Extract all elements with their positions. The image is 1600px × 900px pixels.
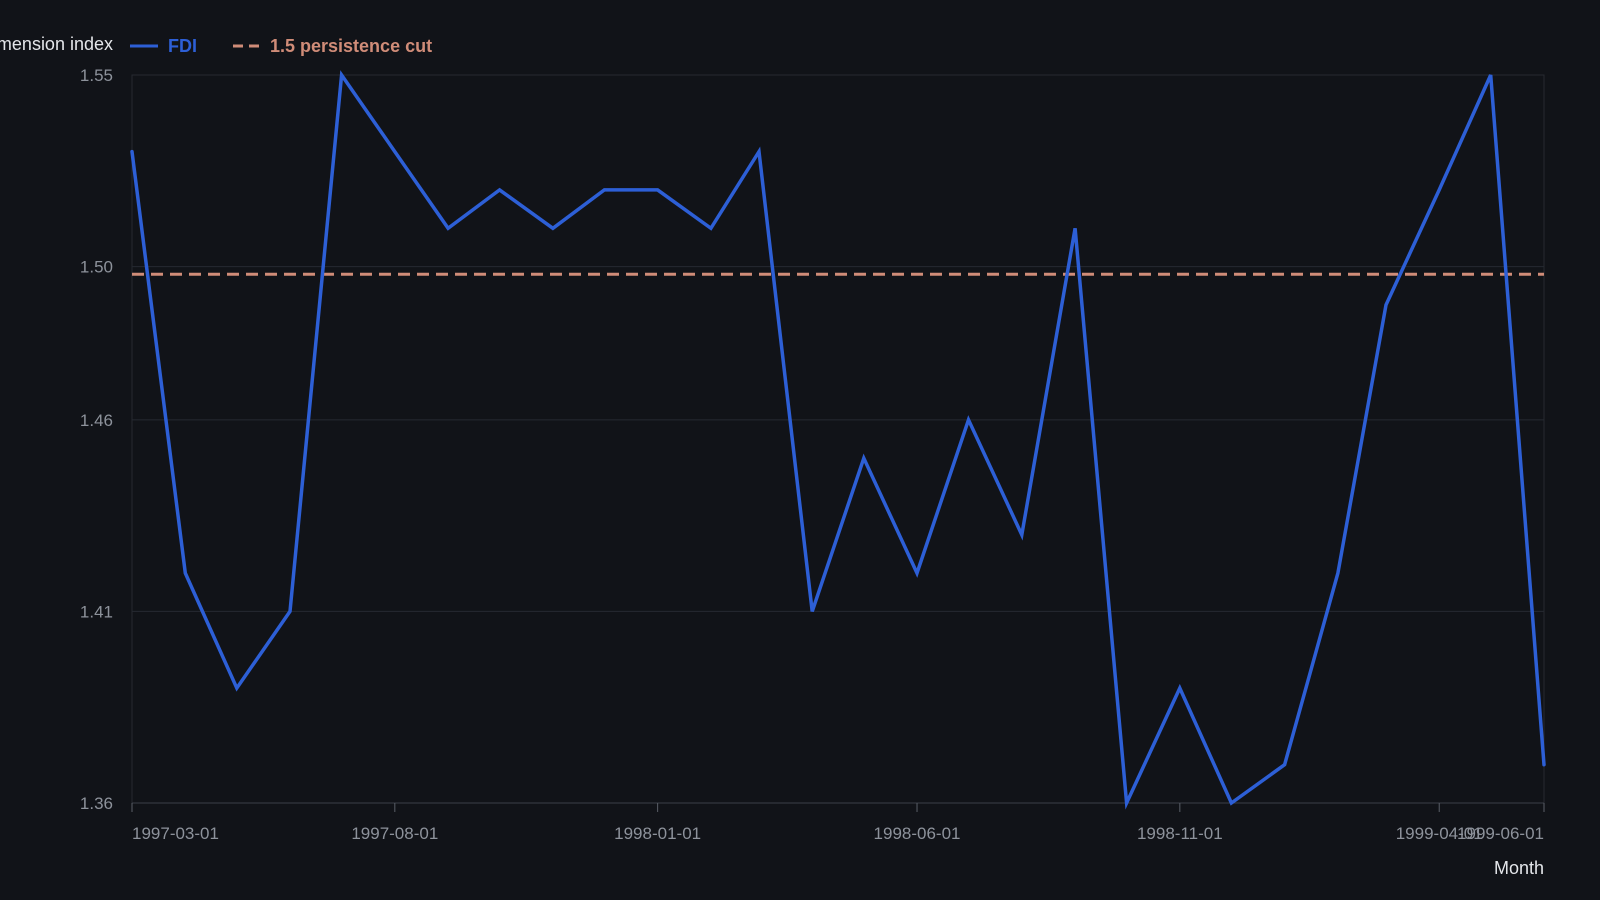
series-line-fdi [130, 70, 1546, 810]
legend: mension index FDI 1.5 persistence cut [0, 34, 432, 56]
x-tick-label: 1997-08-01 [351, 824, 438, 843]
x-tick-label: 1999-06-01 [1457, 824, 1544, 843]
x-tick-label: 1998-01-01 [614, 824, 701, 843]
axes: 1.36 1.41 1.46 1.50 1.55 1997-03-01 1997-08-01… [80, 66, 1545, 843]
legend-persistence-label: 1.5 persistence cut [270, 36, 432, 56]
y-tick-label: 1.46 [80, 411, 113, 430]
legend-fdi-label: FDI [168, 36, 197, 56]
x-tick-label: 1998-06-01 [874, 824, 961, 843]
series-group [130, 70, 1546, 810]
y-tick-label: 1.36 [80, 794, 113, 813]
y-tick-label: 1.41 [80, 602, 113, 621]
y-axis-title: mension index [0, 34, 113, 54]
x-tick-label: 1997-03-01 [132, 824, 219, 843]
x-tick-label: 1998-11-01 [1137, 824, 1223, 843]
x-axis-title: Month [1494, 858, 1544, 878]
plot-area-frame [131, 74, 1545, 804]
grid [132, 74, 1544, 804]
y-tick-label: 1.55 [80, 66, 113, 85]
y-tick-label: 1.50 [80, 258, 113, 277]
x-tick-label: 1999-04-01 [1396, 824, 1483, 843]
